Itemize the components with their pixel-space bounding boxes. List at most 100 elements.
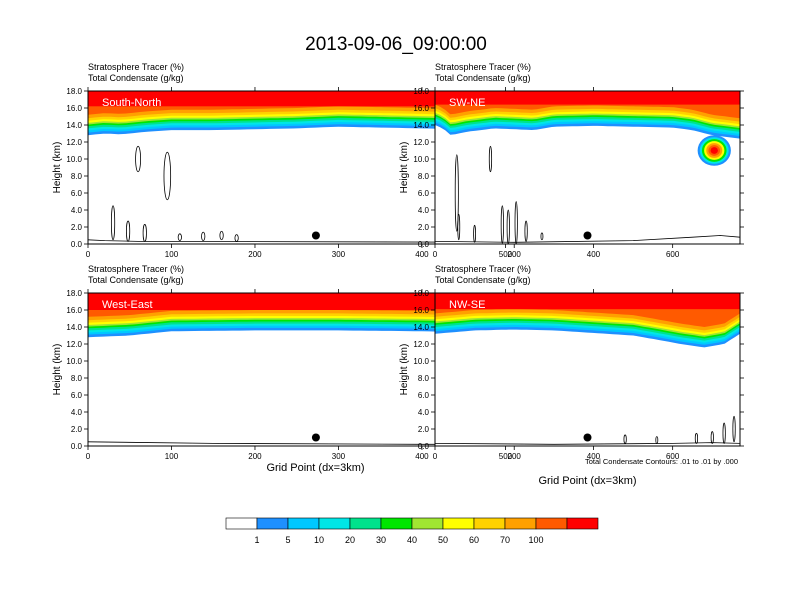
tracer-top-fill <box>88 91 543 107</box>
y-tick-label: 16.0 <box>66 104 82 113</box>
y-tick-label: 2.0 <box>71 223 83 232</box>
colorbar-label: 50 <box>438 535 448 545</box>
y-tick-label: 0.0 <box>418 442 430 451</box>
condensate-contour <box>110 205 116 241</box>
colorbar-swatch <box>442 517 475 530</box>
colorbar-swatch <box>411 517 444 530</box>
colorbar-label: 5 <box>285 535 290 545</box>
y-tick-label: 16.0 <box>413 104 429 113</box>
x-tick-label: 0 <box>86 250 91 259</box>
colorbar-swatch <box>349 517 382 530</box>
condensate-contour <box>540 232 544 241</box>
colorbar-label: 1 <box>254 535 259 545</box>
x-tick-label: 400 <box>587 452 601 461</box>
terrain-line <box>435 442 740 445</box>
colorbar-swatch <box>380 517 413 530</box>
y-tick-label: 4.0 <box>71 206 83 215</box>
y-tick-label: 8.0 <box>418 374 430 383</box>
x-axis-label: Grid Point (dx=3km) <box>538 475 636 487</box>
condensate-contour <box>473 224 477 243</box>
condensate-contour <box>506 209 510 244</box>
y-tick-label: 2.0 <box>418 425 430 434</box>
y-tick-label: 4.0 <box>71 408 83 417</box>
x-tick-label: 200 <box>248 250 262 259</box>
panel-nw-se: NW-SE 0.0 2.0 4.0 6.0 8.0 10.0 12.0 14.0 16.0 18.0… <box>399 264 744 487</box>
panel-sw-ne: SW-NE 0.0 2.0 4.0 6.0 8.0 10.0 12.0 14.0 16.0 18.0… <box>399 62 744 259</box>
condensate-contour <box>710 431 714 444</box>
tracer-top-fill <box>88 293 543 310</box>
y-axis-label: Height (km) <box>399 142 410 194</box>
panel-header-condensate: Total Condensate (g/kg) <box>435 73 531 83</box>
colorbar-label: 60 <box>469 535 479 545</box>
y-tick-label: 18.0 <box>66 289 82 298</box>
y-tick-label: 8.0 <box>71 172 83 181</box>
x-tick-label: 400 <box>587 250 601 259</box>
plot-frame <box>434 292 741 447</box>
x-tick-label: 100 <box>165 452 179 461</box>
tracer-top-fill <box>435 91 740 105</box>
colorbar-label: 70 <box>500 535 510 545</box>
y-tick-label: 8.0 <box>418 172 430 181</box>
y-tick-label: 0.0 <box>71 240 83 249</box>
y-tick-label: 12.0 <box>66 340 82 349</box>
location-marker <box>583 231 592 240</box>
y-tick-label: 2.0 <box>71 425 83 434</box>
y-tick-label: 6.0 <box>71 391 83 400</box>
condensate-contour <box>722 422 726 444</box>
condensate-contour <box>524 220 528 242</box>
y-tick-label: 6.0 <box>418 189 430 198</box>
panel-header-condensate: Total Condensate (g/kg) <box>88 275 184 285</box>
condensate-contour <box>163 151 172 201</box>
main-title: 2013-09-06_09:00:00 <box>305 34 487 55</box>
location-marker <box>311 433 320 442</box>
y-tick-label: 4.0 <box>418 408 430 417</box>
x-axis-label: Grid Point (dx=3km) <box>266 462 364 474</box>
colorbar-swatch <box>535 517 568 530</box>
plot-area: NW-SE <box>435 293 740 446</box>
panel-label: SW-NE <box>449 97 485 109</box>
x-tick-label: 400 <box>415 452 429 461</box>
colorbar-swatch <box>287 517 320 530</box>
colorbar-swatch <box>256 517 289 530</box>
condensate-contour <box>201 231 206 242</box>
x-tick-label: 300 <box>332 452 346 461</box>
y-tick-label: 10.0 <box>66 357 82 366</box>
condensate-contour <box>488 145 493 173</box>
x-tick-label: 200 <box>508 250 522 259</box>
footnote: Total Condensate Contours: .01 to .01 by… <box>585 457 738 466</box>
y-tick-label: 12.0 <box>413 340 429 349</box>
condensate-contour <box>177 233 182 242</box>
panel-label: South-North <box>102 97 161 109</box>
condensate-contour <box>514 201 518 244</box>
y-tick-label: 18.0 <box>413 289 429 298</box>
condensate-contour <box>219 230 224 241</box>
panel-header-condensate: Total Condensate (g/kg) <box>435 275 531 285</box>
panel-header-condensate: Total Condensate (g/kg) <box>88 73 184 83</box>
colorbar: 1 5 10 20 30 40 50 60 70 100 <box>225 517 599 545</box>
tracer-blob-ring-7 <box>710 147 718 154</box>
colorbar-label: 10 <box>314 535 324 545</box>
location-marker <box>583 433 592 442</box>
y-tick-label: 16.0 <box>413 306 429 315</box>
panel-header-tracer: Stratosphere Tracer (%) <box>88 62 184 72</box>
y-tick-label: 10.0 <box>66 155 82 164</box>
terrain-line <box>88 239 543 243</box>
plot-frame <box>434 90 741 245</box>
x-tick-label: 600 <box>666 452 680 461</box>
condensate-contour <box>694 432 699 444</box>
condensate-contour <box>732 415 736 443</box>
y-tick-label: 16.0 <box>66 306 82 315</box>
y-axis-label: Height (km) <box>52 344 63 396</box>
y-tick-label: 8.0 <box>71 374 83 383</box>
x-tick-label: 500 <box>499 250 513 259</box>
y-tick-label: 6.0 <box>418 391 430 400</box>
y-tick-label: 0.0 <box>71 442 83 451</box>
x-tick-label: 600 <box>666 250 680 259</box>
y-tick-label: 2.0 <box>418 223 430 232</box>
y-tick-label: 14.0 <box>413 323 429 332</box>
y-tick-label: 14.0 <box>66 323 82 332</box>
x-tick-label: 500 <box>499 452 513 461</box>
colorbar-swatch <box>225 517 258 530</box>
terrain-line <box>435 235 740 243</box>
